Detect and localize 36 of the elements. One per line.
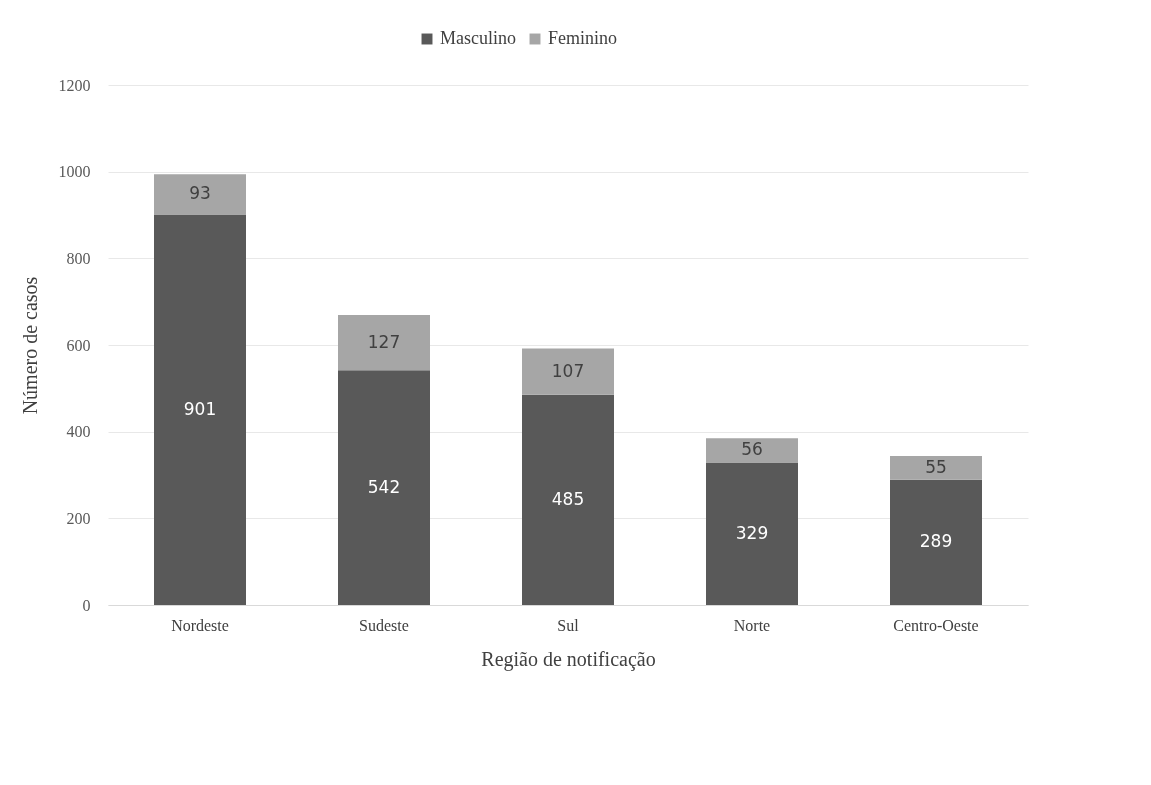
y-tick-label: 1200: [58, 76, 91, 94]
legend-label: Masculino: [440, 28, 516, 48]
x-tick-label: Nordeste: [171, 616, 229, 634]
bar: [890, 479, 982, 605]
x-axis-title: Região de notificação: [481, 647, 656, 671]
y-tick-label: 800: [66, 249, 91, 267]
x-tick-label: Norte: [733, 616, 771, 634]
x-tick-label: Centro-Oeste: [893, 616, 979, 634]
bar: [338, 370, 430, 605]
data-label: 93: [189, 183, 211, 204]
y-tick-label: 400: [66, 423, 91, 441]
y-tick-label: 0: [82, 596, 91, 614]
data-label: 542: [367, 476, 401, 497]
y-tick-label: 200: [66, 509, 91, 527]
data-label: 56: [741, 439, 763, 460]
bar: [706, 438, 798, 463]
bar: [706, 462, 798, 605]
bar: [338, 315, 430, 371]
bar: [522, 348, 614, 395]
x-tick-label: Sudeste: [359, 616, 409, 634]
bar: [154, 214, 246, 605]
data-label: 107: [551, 360, 585, 381]
legend-label: Feminino: [548, 28, 618, 48]
data-label: 55: [925, 456, 947, 477]
bar: [890, 455, 982, 480]
data-label: 289: [919, 531, 953, 552]
data-label: 329: [735, 522, 769, 543]
data-label: 485: [551, 488, 585, 509]
y-axis-title: Número de casos: [18, 276, 41, 415]
bar: [154, 174, 246, 215]
bar: [522, 394, 614, 605]
x-tick-label: Sul: [557, 616, 580, 634]
data-label: 127: [367, 331, 401, 352]
y-tick-label: 1000: [58, 163, 91, 181]
y-tick-label: 600: [66, 336, 91, 354]
data-label: 901: [183, 398, 217, 419]
